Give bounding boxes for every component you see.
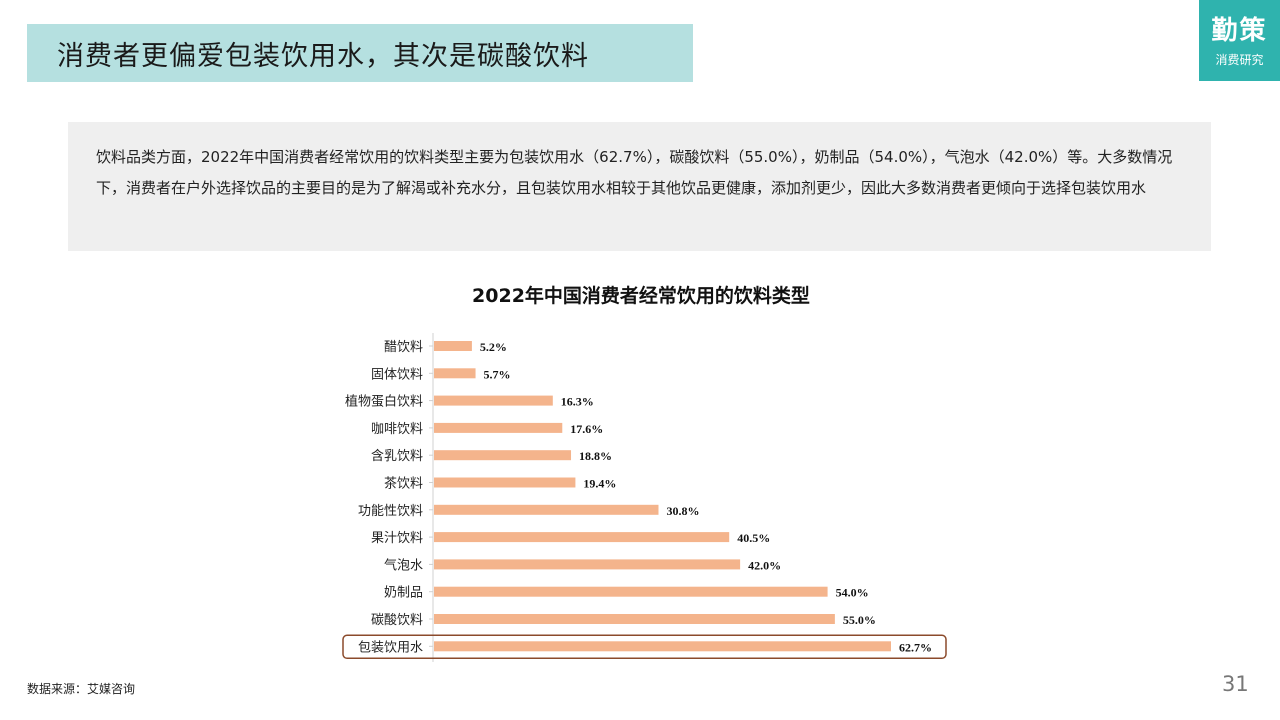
logo-sub-text: 消费研究 (1215, 53, 1264, 67)
page-title: 消费者更偏爱包装饮用水，其次是碳酸饮料 (57, 40, 589, 72)
value-label: 40.5% (737, 531, 770, 545)
value-label: 19.4% (583, 477, 616, 491)
summary-text: 饮料品类方面，2022年中国消费者经常饮用的饮料类型主要为包装饮用水（62.7%… (96, 148, 1173, 197)
category-label: 含乳饮料 (371, 448, 423, 464)
value-label: 5.2% (480, 340, 507, 354)
bar-1 (434, 341, 472, 351)
summary-box: 饮料品类方面，2022年中国消费者经常饮用的饮料类型主要为包装饮用水（62.7%… (68, 122, 1211, 251)
category-label: 碳酸饮料 (371, 613, 423, 628)
bar-5 (434, 450, 572, 461)
page-number: 31 (1222, 672, 1249, 696)
category-label: 奶制品 (384, 586, 423, 601)
value-label: 55.0% (843, 613, 876, 627)
value-label: 17.6% (570, 422, 603, 436)
bar-8 (434, 532, 730, 543)
title-banner: 消费者更偏爱包装饮用水，其次是碳酸饮料 (27, 24, 693, 82)
value-label: 30.8% (666, 504, 699, 518)
data-source: 数据来源：艾媒咨询 (27, 682, 136, 696)
bar-6 (434, 477, 576, 488)
bar-2 (434, 368, 476, 379)
category-label: 咖啡饮料 (371, 422, 423, 437)
category-label: 植物蛋白饮料 (345, 394, 423, 410)
bar-9 (434, 559, 741, 570)
category-label: 包装饮用水 (358, 640, 423, 655)
chart-title: 2022年中国消费者经常饮用的饮料类型 (472, 285, 810, 307)
logo-main-text: 勤策 (1211, 16, 1268, 46)
value-label: 5.7% (484, 367, 511, 381)
brand-logo: 勤策 消费研究 (1199, 0, 1280, 81)
category-label: 果汁饮料 (371, 531, 423, 546)
bar-3 (434, 395, 553, 406)
bar-7 (434, 504, 659, 515)
value-label: 62.7% (899, 640, 932, 654)
value-label: 18.8% (579, 449, 612, 463)
bar-12 (434, 641, 891, 652)
category-label: 气泡水 (384, 557, 423, 573)
category-label: 固体饮料 (371, 367, 423, 382)
bar-10 (434, 586, 828, 597)
bar-4 (434, 422, 563, 433)
category-label: 茶饮料 (384, 476, 423, 492)
category-label: 醋饮料 (384, 339, 423, 355)
value-label: 42.0% (748, 558, 781, 572)
category-label: 功能性饮料 (358, 504, 423, 519)
value-label: 16.3% (561, 395, 594, 409)
bar-11 (434, 614, 835, 624)
highlight-box (342, 634, 947, 660)
value-label: 54.0% (836, 586, 869, 600)
